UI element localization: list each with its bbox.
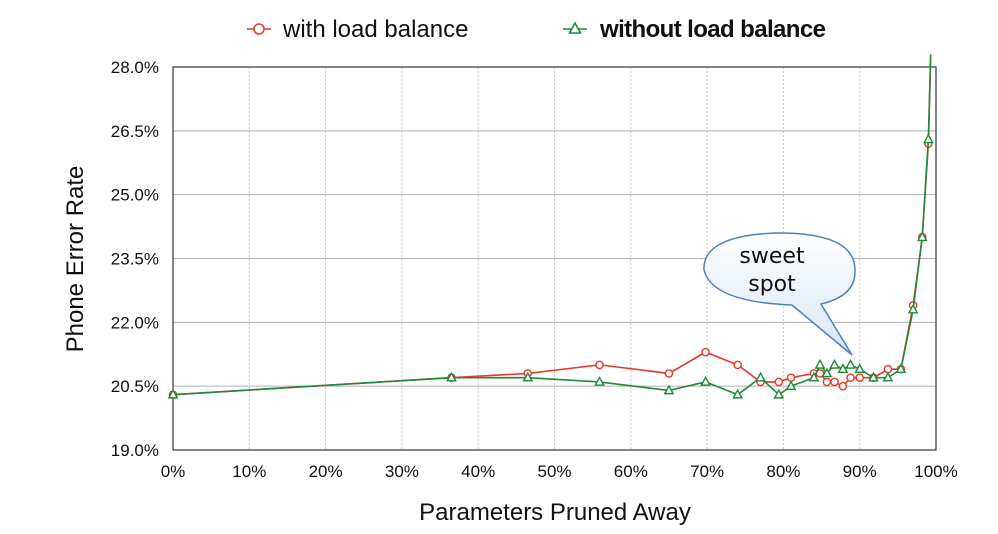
legend: with load balance without load balance [247,16,826,43]
y-tick-label: 28.0% [111,58,159,77]
y-tick-label: 20.5% [111,377,159,396]
y-tick-label: 25.0% [111,186,159,205]
data-point-with-load-balance [595,360,604,370]
y-tick-label: 23.5% [111,250,159,269]
x-tick-label: 90% [843,462,877,481]
plot-frame [172,66,937,451]
series [167,54,934,399]
data-point-without-load-balance [755,371,766,382]
data-point-without-load-balance [916,231,928,242]
data-point-without-load-balance [732,388,743,399]
series-without-load-balance [167,54,934,399]
series-line-without-load-balance [172,54,932,396]
data-point-without-load-balance [845,358,856,369]
x-tick-label: 100% [914,462,957,481]
data-point-without-load-balance [773,388,785,399]
data-point-with-load-balance [701,347,710,357]
sweet-spot-callout: sweet spot [703,232,856,356]
x-tick-label: 70% [690,462,724,481]
series-line-with-load-balance [172,58,932,396]
data-point-without-load-balance [522,371,534,382]
legend-item-with-load-balance: with load balance [247,16,468,43]
data-point-without-load-balance [785,380,797,391]
data-point-without-load-balance [446,371,457,382]
data-point-without-load-balance [700,375,711,386]
data-point-without-load-balance [895,363,907,374]
data-point-with-load-balance [883,364,893,374]
y-axis-title: Phone Error Rate [62,166,89,353]
data-point-with-load-balance [855,373,865,382]
x-tick-label: 50% [537,462,571,481]
data-point-without-load-balance [821,367,833,378]
data-point-without-load-balance [808,371,820,382]
callout-text-line-1: sweet [739,244,805,269]
data-point-with-load-balance [822,377,832,387]
data-point-without-load-balance [167,388,179,399]
data-point-without-load-balance [854,363,866,374]
data-point-without-load-balance [922,133,934,144]
data-point-with-load-balance [830,377,839,387]
x-tick-label: 40% [461,462,495,481]
data-point-without-load-balance [882,371,894,382]
legend-marker-with-load-balance [253,23,265,35]
x-tick-label: 20% [309,462,343,481]
grid [173,67,936,450]
y-tick-label: 26.5% [111,122,159,141]
data-point-without-load-balance [837,363,849,374]
data-point-with-load-balance [733,360,742,370]
data-point-with-load-balance [846,373,855,382]
legend-item-without-load-balance: without load balance [563,16,826,43]
legend-marker-without-load-balance [568,21,582,34]
data-point-without-load-balance [829,358,840,369]
data-point-with-load-balance [774,377,784,387]
data-point-without-load-balance [814,358,826,369]
tick-labels: 0% 10% 20% 30% 40% 50% 60% 70% 80% 90% 100% 19.0% 20… [111,58,958,481]
x-tick-label: 30% [385,462,419,481]
callout-text-line-2: spot [748,272,796,297]
data-point-without-load-balance [663,384,675,395]
y-tick-label: 22.0% [111,313,159,332]
data-point-without-load-balance [868,371,879,382]
data-point-without-load-balance [594,375,605,386]
legend-label-with-load-balance: with load balance [282,16,468,43]
data-point-without-load-balance [907,303,919,314]
y-tick-label: 19.0% [111,441,159,460]
data-point-with-load-balance [664,369,674,378]
callout-bubble [703,232,856,356]
x-tick-label: 80% [766,462,800,481]
data-point-with-load-balance [838,381,848,391]
series-with-load-balance [168,58,933,399]
x-axis-title: Parameters Pruned Away [419,499,691,526]
legend-label-without-load-balance: without load balance [599,16,826,43]
x-tick-label: 10% [232,462,266,481]
x-tick-label: 60% [614,462,648,481]
x-tick-label: 0% [161,462,186,481]
data-point-with-load-balance [786,373,796,382]
